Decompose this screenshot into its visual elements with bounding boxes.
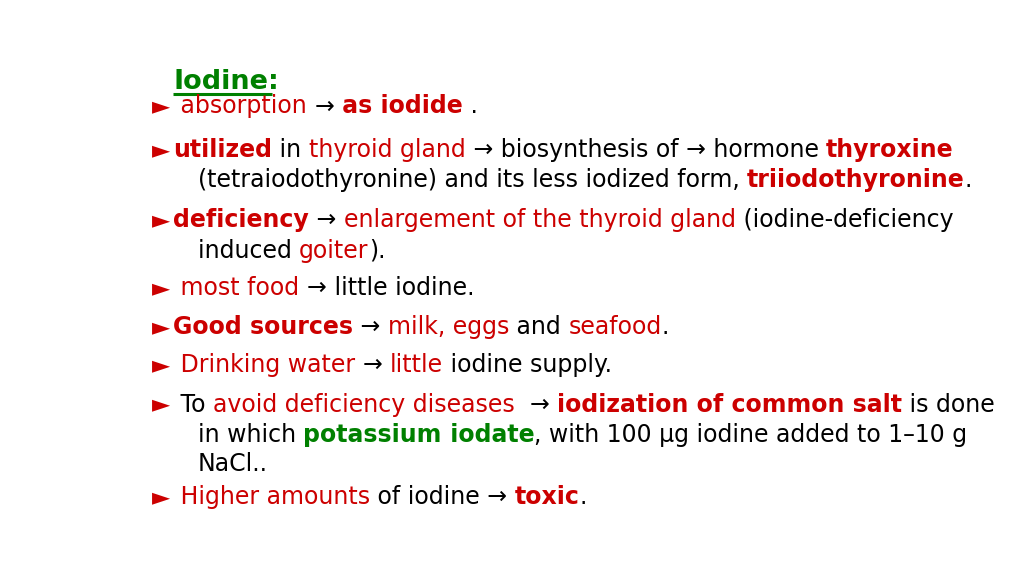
Text: iodate: iodate <box>441 423 535 446</box>
Text: in which: in which <box>198 423 303 446</box>
Text: as iodide: as iodide <box>334 94 463 119</box>
Text: →: → <box>362 354 390 377</box>
Text: .: . <box>580 485 587 509</box>
Text: is done: is done <box>902 392 995 416</box>
Text: .: . <box>463 94 478 119</box>
Text: →: → <box>309 209 344 233</box>
Text: ).: ). <box>369 238 385 263</box>
Text: ►: ► <box>152 276 170 300</box>
Text: potassium: potassium <box>303 423 441 446</box>
Text: Drinking water: Drinking water <box>173 354 362 377</box>
Text: thyroxine: thyroxine <box>826 138 953 162</box>
Text: →: → <box>515 392 557 416</box>
Text: NaCl..: NaCl.. <box>198 452 268 476</box>
Text: little iodine.: little iodine. <box>327 276 474 300</box>
Text: .: . <box>965 168 972 192</box>
Text: little: little <box>390 354 443 377</box>
Text: iodization of common salt: iodization of common salt <box>557 392 902 416</box>
Text: Higher amounts: Higher amounts <box>173 485 371 509</box>
Text: iodine supply.: iodine supply. <box>443 354 612 377</box>
Text: absorption: absorption <box>173 94 314 119</box>
Text: ►: ► <box>152 315 170 339</box>
Text: →: → <box>314 94 334 119</box>
Text: triiodothyronine: triiodothyronine <box>748 168 965 192</box>
Text: induced: induced <box>198 238 299 263</box>
Text: and: and <box>509 315 568 339</box>
Text: →: → <box>353 315 388 339</box>
Text: avoid deficiency diseases: avoid deficiency diseases <box>213 392 515 416</box>
Text: (tetraiodothyronine) and its less iodized form,: (tetraiodothyronine) and its less iodize… <box>198 168 748 192</box>
Text: goiter: goiter <box>299 238 369 263</box>
Text: most food: most food <box>173 276 307 300</box>
Text: utilized: utilized <box>173 138 272 162</box>
Text: To: To <box>173 392 213 416</box>
Text: Good sources: Good sources <box>173 315 353 339</box>
Text: seafood: seafood <box>568 315 662 339</box>
Text: → biosynthesis of → hormone: → biosynthesis of → hormone <box>466 138 826 162</box>
Text: deficiency: deficiency <box>173 209 309 233</box>
Text: (iodine-deficiency: (iodine-deficiency <box>735 209 953 233</box>
Text: →: → <box>307 276 327 300</box>
Text: Iodine:: Iodine: <box>173 69 279 95</box>
Text: .: . <box>662 315 670 339</box>
Text: toxic: toxic <box>515 485 580 509</box>
Text: in: in <box>272 138 309 162</box>
Text: ►: ► <box>152 209 170 233</box>
Text: thyroid gland: thyroid gland <box>309 138 466 162</box>
Text: ►: ► <box>152 94 170 119</box>
Text: ►: ► <box>152 485 170 509</box>
Text: of iodine →: of iodine → <box>371 485 515 509</box>
Text: ►: ► <box>152 354 170 377</box>
Text: enlargement of the thyroid gland: enlargement of the thyroid gland <box>344 209 735 233</box>
Text: ►: ► <box>152 138 170 162</box>
Text: ►: ► <box>152 392 170 416</box>
Text: , with 100 μg iodine added to 1–10 g: , with 100 μg iodine added to 1–10 g <box>535 423 968 446</box>
Text: milk, eggs: milk, eggs <box>388 315 509 339</box>
